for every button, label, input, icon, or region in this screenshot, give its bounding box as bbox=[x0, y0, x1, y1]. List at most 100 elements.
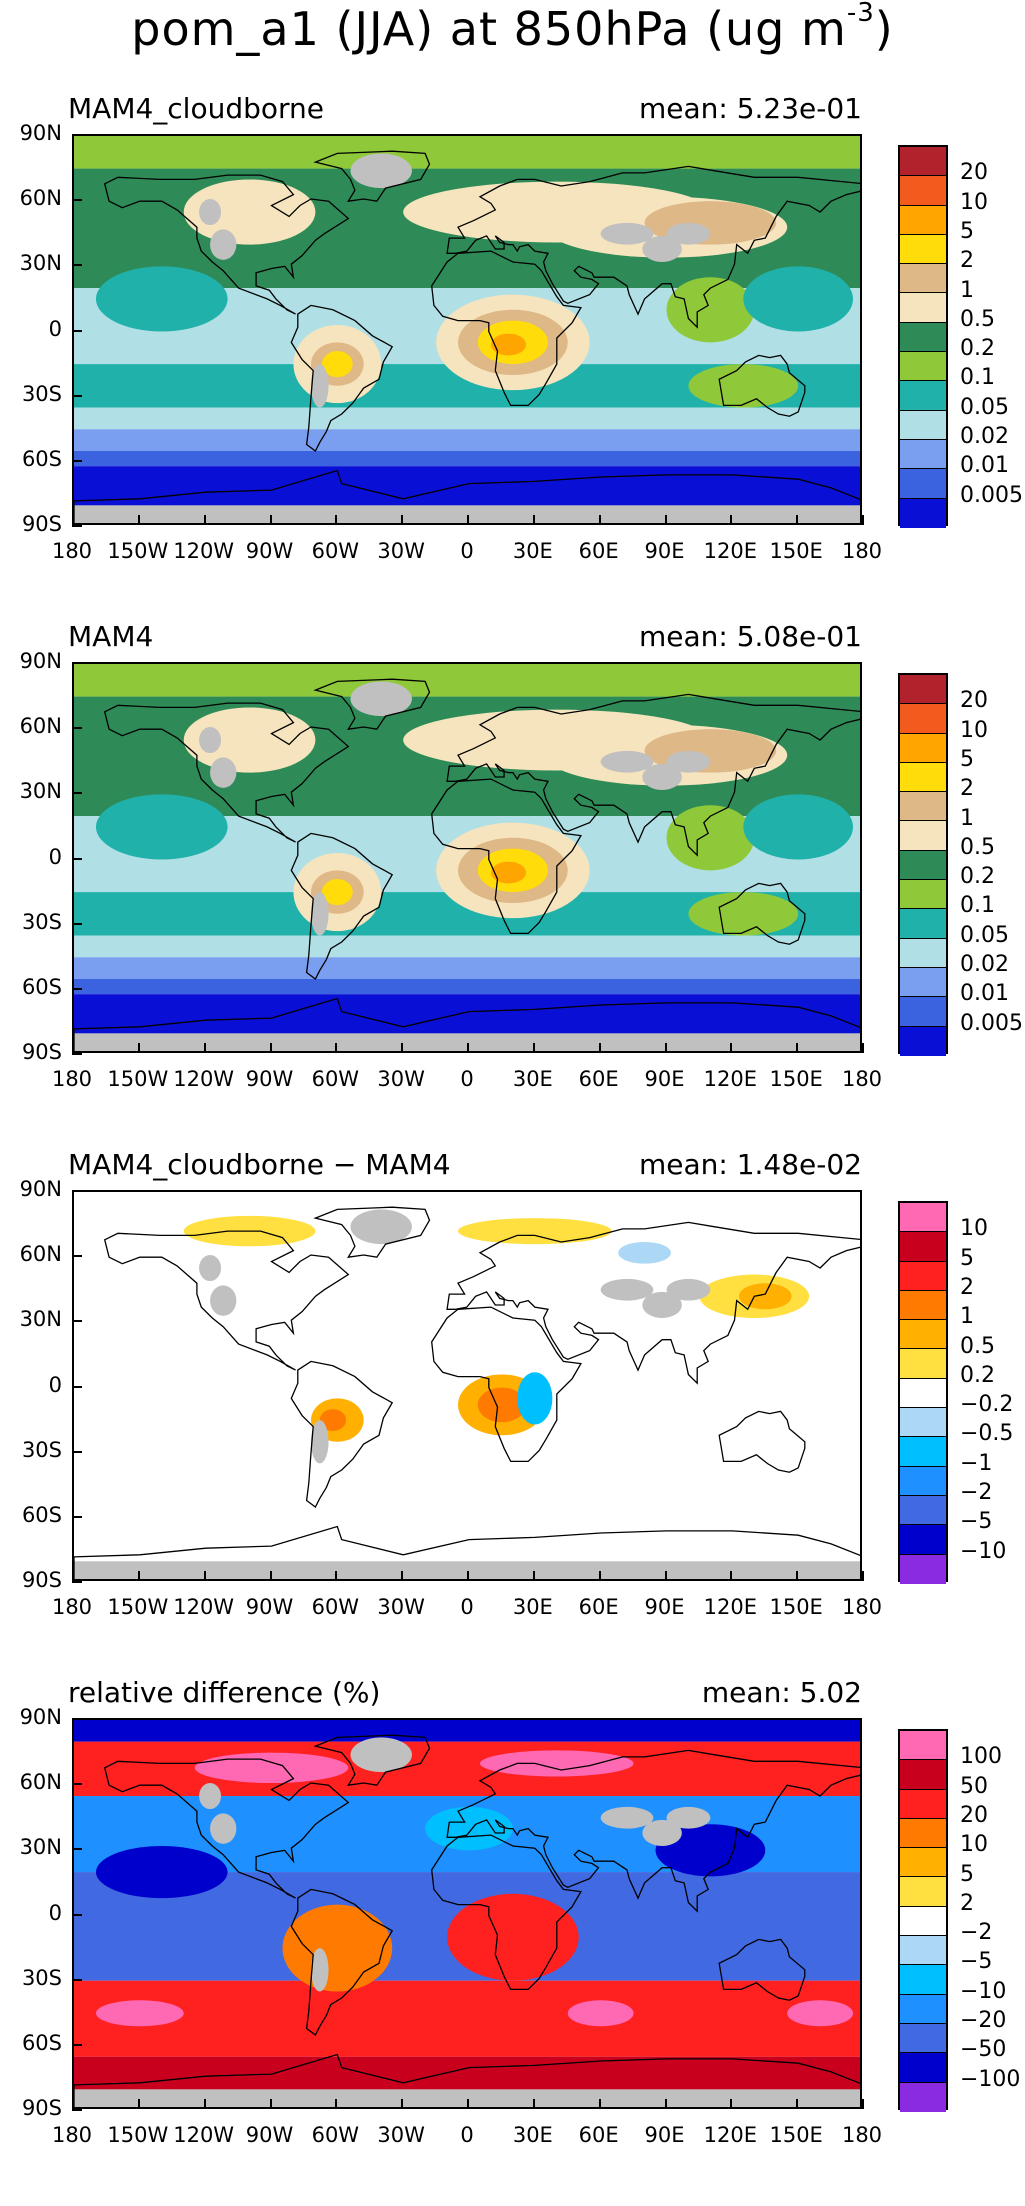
lat-tick bbox=[72, 1450, 82, 1453]
lat-tick-label: 30N bbox=[19, 1835, 62, 1860]
field-patch bbox=[642, 1819, 682, 1846]
lat-tick bbox=[72, 1385, 82, 1388]
lat-tick-label: 60N bbox=[19, 186, 62, 211]
lon-tick-label: 0 bbox=[460, 539, 474, 563]
lon-tick bbox=[401, 1043, 404, 1053]
colorbar-swatch bbox=[900, 352, 946, 382]
colorbar-swatch bbox=[900, 322, 946, 353]
field-patch bbox=[618, 1241, 671, 1264]
field-patch bbox=[447, 1893, 579, 1981]
field-patch bbox=[321, 351, 353, 378]
lon-tick bbox=[269, 1043, 272, 1053]
lat-tick bbox=[72, 329, 82, 332]
africa-coastline bbox=[431, 250, 582, 407]
lon-tick-label: 180 bbox=[51, 1067, 93, 1091]
colorbar-label: 10 bbox=[960, 717, 988, 743]
lat-tick bbox=[72, 134, 82, 136]
colorbar-label: 5 bbox=[960, 1245, 974, 1271]
panel-title: relative difference (%) bbox=[68, 1676, 381, 1709]
south-america-coastline bbox=[290, 832, 394, 980]
lat-tick bbox=[72, 2043, 82, 2046]
lon-tick bbox=[72, 515, 74, 525]
greenland-coastline bbox=[313, 150, 431, 203]
field-patch bbox=[199, 1782, 222, 1810]
field-patch bbox=[600, 1278, 654, 1301]
colorbar-swatch bbox=[900, 967, 946, 998]
colorbar-swatch bbox=[900, 1495, 946, 1526]
lon-tick bbox=[664, 2099, 667, 2109]
colorbar-swatch bbox=[900, 938, 946, 968]
field-patch bbox=[282, 1904, 393, 1992]
field-patch bbox=[210, 757, 237, 788]
lon-tick-label: 120E bbox=[703, 1595, 757, 1619]
lat-tick bbox=[72, 987, 82, 990]
field-patch bbox=[210, 1813, 237, 1844]
lat-tick bbox=[72, 727, 82, 730]
lon-tick-label: 90W bbox=[245, 539, 294, 563]
colorbar-label: 1 bbox=[960, 277, 974, 303]
colorbar-label: 100 bbox=[960, 1744, 1002, 1770]
colorbar-swatch bbox=[900, 762, 946, 793]
colorbar-label: 0.2 bbox=[960, 336, 995, 362]
field-band bbox=[74, 1980, 860, 2057]
field-patch bbox=[743, 266, 854, 332]
lat-tick-label: 30N bbox=[19, 1307, 62, 1332]
lon-tick bbox=[730, 1043, 733, 1053]
field-patch bbox=[311, 892, 329, 936]
field-patch bbox=[199, 726, 222, 754]
lat-tick-label: 90S bbox=[21, 1568, 62, 1592]
lon-tick-label: 120E bbox=[703, 2123, 757, 2147]
greenland-coastline bbox=[313, 678, 431, 731]
colorbar-swatch bbox=[900, 1466, 946, 1496]
lat-tick bbox=[72, 792, 82, 795]
lon-tick bbox=[401, 515, 404, 525]
lon-tick-label: 90E bbox=[644, 1595, 685, 1619]
field-patch bbox=[787, 2000, 854, 2027]
lat-tick bbox=[72, 2109, 82, 2111]
lon-tick bbox=[203, 1571, 206, 1581]
eurasia-coastline bbox=[446, 1749, 860, 1913]
lat-tick bbox=[72, 1718, 82, 1720]
lon-tick-label: 120W bbox=[173, 539, 235, 563]
lat-tick bbox=[72, 525, 82, 527]
lon-tick bbox=[269, 1571, 272, 1581]
lon-tick-label: 120E bbox=[703, 539, 757, 563]
colorbar-label: 0.01 bbox=[960, 453, 1009, 479]
field-patch bbox=[199, 198, 222, 226]
north-america-coastline bbox=[103, 1230, 350, 1371]
lon-tick bbox=[467, 515, 469, 525]
colorbar bbox=[898, 1201, 948, 1584]
australia-coastline bbox=[718, 354, 806, 417]
colorbar-swatch bbox=[900, 147, 946, 177]
lat-tick-label: 90N bbox=[19, 1177, 62, 1201]
lat-tick bbox=[72, 459, 82, 462]
greenland-coastline bbox=[313, 1206, 431, 1259]
lon-tick-label: 180 bbox=[51, 539, 93, 563]
lon-tick-label: 150W bbox=[107, 1595, 169, 1619]
field-band bbox=[74, 978, 860, 995]
lon-tick bbox=[401, 1571, 404, 1581]
lon-tick bbox=[730, 515, 733, 525]
colorbar-label: 0.02 bbox=[960, 424, 1009, 450]
colorbar-swatch bbox=[900, 1994, 946, 2024]
panel-title: MAM4_cloudborne − MAM4 bbox=[68, 1148, 451, 1181]
lon-tick bbox=[72, 2099, 74, 2109]
north-america-coastline bbox=[103, 174, 350, 315]
lon-tick-label: 60E bbox=[578, 1067, 619, 1091]
lat-tick bbox=[72, 1783, 82, 1786]
colorbar-swatch bbox=[900, 1525, 946, 1555]
antarctica-coastline bbox=[74, 2053, 860, 2107]
map-plot bbox=[72, 1190, 862, 1581]
lon-tick bbox=[137, 2099, 140, 2109]
lat-tick-label: 60S bbox=[21, 974, 62, 999]
lon-tick-label: 150W bbox=[107, 2123, 169, 2147]
lon-tick-label: 60E bbox=[578, 539, 619, 563]
field-patch bbox=[666, 277, 755, 343]
colorbar-swatch bbox=[900, 205, 946, 235]
colorbar-swatch bbox=[900, 821, 946, 851]
field-patch bbox=[479, 1750, 634, 1777]
map-svg bbox=[74, 136, 860, 523]
colorbar-swatch bbox=[900, 792, 946, 822]
colorbar-swatch bbox=[900, 1437, 946, 1467]
lat-tick bbox=[72, 1053, 82, 1055]
